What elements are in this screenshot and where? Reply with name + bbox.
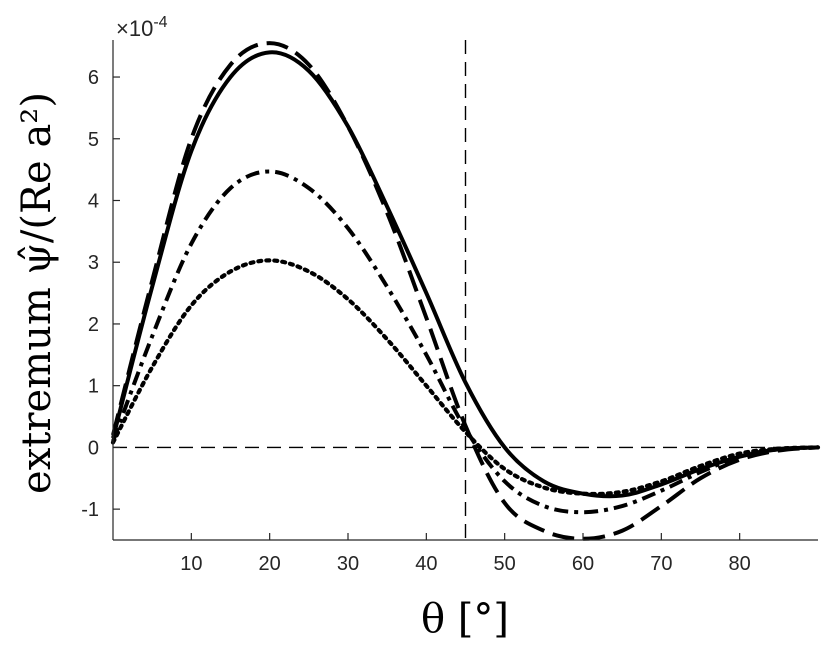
y-tick-label: 6	[88, 67, 99, 89]
ticks: 10 20 30 40 50 60 70 80 -1 0 1 2 3 4 5 6	[81, 67, 751, 575]
series-layer	[110, 41, 821, 541]
x-tick-label: 80	[729, 553, 751, 575]
y-tick-label: -1	[81, 499, 99, 521]
x-axis-label: θ [°]	[421, 596, 509, 642]
series-line-solid	[111, 50, 819, 499]
x-tick-label: 40	[415, 553, 437, 575]
x-tick-label: 50	[494, 553, 516, 575]
y-axis-label: extremum ψ̂/(Re a²)	[14, 92, 60, 494]
y-tick-label: 4	[88, 190, 99, 212]
y-tick-label: 2	[88, 314, 99, 336]
x-tick-label: 30	[337, 553, 359, 575]
series-line-dotted	[110, 258, 821, 497]
reference-lines	[113, 40, 818, 540]
y-tick-label: 1	[88, 376, 99, 398]
y-tick-label: 5	[88, 129, 99, 151]
y-tick-label: 0	[88, 437, 99, 459]
y-tick-label: 3	[88, 252, 99, 274]
axes	[112, 40, 818, 541]
series-line-dashed	[111, 41, 819, 541]
x-tick-label: 20	[259, 553, 281, 575]
y-scale-exponent: ×10-4	[116, 14, 168, 41]
x-tick-label: 60	[572, 553, 594, 575]
x-tick-label: 10	[180, 553, 202, 575]
x-tick-label: 70	[650, 553, 672, 575]
